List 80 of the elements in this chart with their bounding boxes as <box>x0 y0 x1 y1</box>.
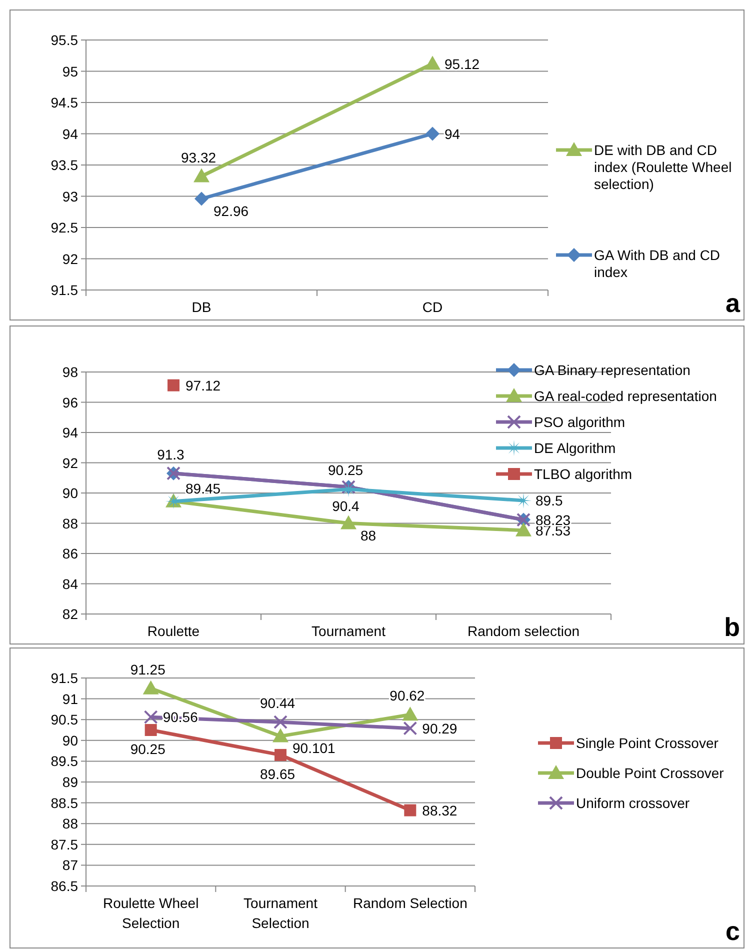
y-tick-label: 87 <box>62 857 78 874</box>
point <box>142 680 159 694</box>
y-tick-label: 93 <box>62 188 78 204</box>
point <box>402 706 418 721</box>
x-tick-label: Roulette Wheel Selection <box>102 895 199 931</box>
y-tick-label: 98 <box>62 364 78 380</box>
text: a <box>726 288 741 318</box>
y-tick-label: 95 <box>62 63 78 80</box>
legend-label: Uniform crossover <box>576 795 690 811</box>
y-tick-label: 91.5 <box>50 282 78 298</box>
y-tick-label: 92 <box>62 250 78 267</box>
data-label: 90.25 <box>130 741 166 757</box>
x-tick-label: Roulette <box>147 623 200 639</box>
y-tick-label: 88 <box>62 515 78 532</box>
data-label: 88 <box>360 527 376 544</box>
y-tick-label: 87.5 <box>50 836 78 852</box>
legend-label: Single Point Crossover <box>576 735 719 751</box>
y-tick-label: 88.5 <box>50 794 78 811</box>
legend-label: GA With DB and CD index <box>594 247 720 280</box>
data-label: 89.45 <box>186 480 221 496</box>
data-label: 91.3 <box>157 446 185 462</box>
y-tick-label: 89.5 <box>50 753 78 770</box>
data-label: 90.25 <box>328 462 364 478</box>
x-tick-label: DB <box>192 299 212 315</box>
y-tick-label: 94 <box>62 424 78 440</box>
y-tick-label: 89 <box>62 774 78 790</box>
y-tick-label: 96 <box>62 394 78 410</box>
y-tick-label: 93.5 <box>50 157 78 173</box>
x-tick-label: Tournament Selection <box>244 895 318 931</box>
legend-label: GA Binary representation <box>534 362 690 378</box>
y-tick-label: 82 <box>62 606 78 622</box>
point <box>168 379 180 392</box>
legend-label: Double Point Crossover <box>576 765 724 781</box>
data-label: 94 <box>444 126 460 142</box>
data-label: 90.4 <box>332 498 360 514</box>
x-tick-label: Tournament <box>312 623 386 639</box>
text: c <box>726 916 740 946</box>
x-tick-label: CD <box>422 299 443 315</box>
legend-label: DE with DB and CD index (Roulette Wheel selection) <box>594 142 732 192</box>
data-label: 90.29 <box>422 720 458 736</box>
y-tick-label: 94.5 <box>50 94 78 110</box>
data-label: 93.32 <box>181 149 216 166</box>
data-label: 88.32 <box>422 802 458 818</box>
text: b <box>724 612 740 642</box>
y-tick-label: 90.5 <box>50 712 78 728</box>
point <box>272 728 288 742</box>
y-tick-label: 91.5 <box>50 670 78 686</box>
data-label: 95.12 <box>444 56 480 72</box>
x-tick-label: Random Selection <box>352 895 468 911</box>
legend-label: PSO algorithm <box>534 414 626 430</box>
y-tick-label: 91 <box>62 690 78 707</box>
y-tick-label: 92 <box>62 454 78 471</box>
y-tick-label: 86.5 <box>50 878 78 894</box>
data-label: 89.5 <box>536 492 563 509</box>
data-label: 92.96 <box>214 202 249 219</box>
point <box>340 515 356 530</box>
legend-label: TLBO algorithm <box>534 466 632 482</box>
point <box>194 192 208 206</box>
x-tick-label: Random selection <box>467 623 580 639</box>
legend-label: DE Algorithm <box>534 440 616 456</box>
data-label: 89.65 <box>260 766 296 782</box>
y-tick-label: 88 <box>62 816 78 832</box>
point <box>404 804 416 816</box>
legend-label: GA real-coded representation <box>534 388 717 404</box>
y-tick-label: 84 <box>62 576 78 592</box>
y-tick-label: 92.5 <box>50 220 78 236</box>
point <box>516 522 532 536</box>
data-label: 91.25 <box>130 661 166 678</box>
y-tick-label: 90 <box>62 732 78 748</box>
y-tick-label: 86 <box>62 546 78 562</box>
y-tick-label: 95.5 <box>50 32 78 48</box>
y-tick-label: 94 <box>62 126 78 142</box>
point <box>144 724 157 736</box>
point <box>426 126 440 141</box>
point <box>274 748 286 761</box>
data-label: 97.12 <box>186 377 221 394</box>
data-label: 90.101 <box>292 740 336 756</box>
y-tick-label: 90 <box>62 485 78 501</box>
data-label: 90.44 <box>260 695 296 712</box>
data-label: 90.62 <box>390 688 425 704</box>
